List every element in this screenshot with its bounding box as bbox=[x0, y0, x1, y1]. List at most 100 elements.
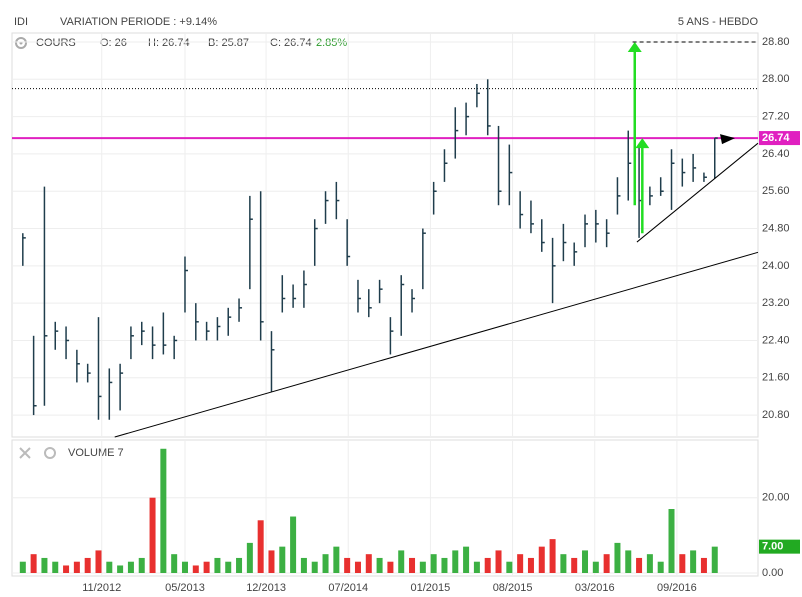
volume-bar bbox=[506, 561, 513, 573]
volume-bar bbox=[354, 561, 361, 573]
x-tick-label: 12/2013 bbox=[246, 582, 286, 594]
volume-bar bbox=[149, 497, 156, 573]
volume-bar bbox=[257, 520, 264, 573]
volume-bar bbox=[527, 557, 534, 573]
volume-bar bbox=[452, 550, 459, 573]
y-tick-label: 24.80 bbox=[762, 222, 790, 234]
y-tick-label: 24.00 bbox=[762, 260, 790, 272]
change-info: 2.85% bbox=[316, 37, 347, 49]
volume-bar bbox=[290, 516, 297, 573]
trendline bbox=[636, 142, 759, 243]
volume-bar bbox=[63, 565, 70, 573]
volume-bar bbox=[203, 561, 210, 573]
y2-tick-label: 20.00 bbox=[762, 492, 790, 504]
settings-icon[interactable] bbox=[15, 37, 27, 49]
volume-bar bbox=[409, 557, 416, 573]
y-tick-label: 22.40 bbox=[762, 334, 790, 346]
volume-bar bbox=[106, 561, 113, 573]
volume-bar bbox=[463, 546, 470, 573]
volume-bar bbox=[52, 561, 59, 573]
x-tick-label: 07/2014 bbox=[328, 582, 368, 594]
volume-bar bbox=[95, 550, 102, 573]
y-tick-label: 28.00 bbox=[762, 73, 790, 85]
volume-bar bbox=[192, 565, 199, 573]
high-info: H: 26.74 bbox=[148, 37, 190, 49]
volume-bar bbox=[625, 550, 632, 573]
volume-bar bbox=[398, 550, 405, 573]
volume-bar bbox=[376, 557, 383, 573]
volume-bar bbox=[668, 509, 675, 573]
trendline bbox=[114, 251, 759, 438]
volume-bar bbox=[181, 561, 188, 573]
volume-bar bbox=[582, 550, 589, 573]
volume-bar bbox=[538, 546, 545, 573]
price-tag bbox=[759, 131, 800, 146]
y-tick-label: 26.40 bbox=[762, 148, 790, 160]
period: 5 ANS - HEBDO bbox=[678, 16, 759, 28]
y-tick-label: 25.60 bbox=[762, 185, 790, 197]
volume-bar bbox=[236, 557, 243, 573]
volume-bar bbox=[441, 557, 448, 573]
volume-panel bbox=[11, 439, 759, 577]
y-tick-label: 21.60 bbox=[762, 372, 790, 384]
volume-bar bbox=[84, 557, 91, 573]
volume-bar bbox=[365, 554, 372, 573]
y-tick-label: 28.80 bbox=[762, 36, 790, 48]
x-tick-label: 09/2016 bbox=[657, 582, 697, 594]
volume-bar bbox=[160, 448, 167, 573]
y-tick-label: 27.20 bbox=[762, 111, 790, 123]
x-tick-label: 11/2012 bbox=[82, 582, 121, 594]
resistance-arrow bbox=[720, 134, 735, 145]
volume-bar bbox=[646, 554, 653, 573]
volume-bar bbox=[311, 561, 318, 573]
volume-tag bbox=[759, 539, 800, 554]
x-tick-label: 01/2015 bbox=[411, 582, 451, 594]
volume-bar bbox=[657, 561, 664, 573]
volume-bar bbox=[603, 554, 610, 573]
volume-bar bbox=[138, 557, 145, 573]
volume-bar bbox=[517, 554, 524, 573]
price-label: COURS bbox=[36, 37, 76, 49]
close-info: C: 26.74 bbox=[270, 37, 312, 49]
volume-bar bbox=[636, 557, 643, 573]
y2-tick-label: 0.00 bbox=[762, 567, 783, 579]
volume-bar bbox=[387, 561, 394, 573]
arrow-head bbox=[635, 138, 650, 149]
arrow-head bbox=[627, 41, 642, 52]
volume-bar bbox=[246, 542, 253, 573]
volume-bar bbox=[560, 554, 567, 573]
volume-bar bbox=[127, 561, 134, 573]
variation: VARIATION PERIODE : +9.14% bbox=[60, 16, 217, 28]
volume-bar bbox=[430, 554, 437, 573]
volume-bar bbox=[690, 550, 697, 573]
volume-bar bbox=[711, 546, 718, 573]
volume-label: VOLUME 7 bbox=[68, 447, 124, 459]
volume-bar bbox=[300, 557, 307, 573]
volume-bar bbox=[214, 557, 221, 573]
x-tick-label: 08/2015 bbox=[493, 582, 533, 594]
volume-bar bbox=[495, 550, 502, 573]
volume-bar bbox=[549, 539, 556, 573]
volume-bar bbox=[41, 557, 48, 573]
volume-bar bbox=[571, 557, 578, 573]
volume-bar bbox=[279, 546, 286, 573]
volume-bar bbox=[333, 546, 340, 573]
volume-bar bbox=[268, 550, 275, 573]
volume-bar bbox=[225, 561, 232, 573]
volume-bar bbox=[592, 561, 599, 573]
volume-bar bbox=[614, 542, 621, 573]
volume-bar bbox=[19, 561, 26, 573]
volume-bar bbox=[73, 561, 80, 573]
volume-bar bbox=[700, 557, 707, 573]
y-tick-label: 20.80 bbox=[762, 409, 790, 421]
y-tick-label: 23.20 bbox=[762, 297, 790, 309]
symbol: IDI bbox=[14, 16, 28, 28]
volume-bar bbox=[322, 554, 329, 573]
low-info: B: 25.87 bbox=[208, 37, 249, 49]
volume-icons[interactable] bbox=[19, 447, 56, 459]
volume-bar bbox=[344, 557, 351, 573]
price-tag-label: 26.74 bbox=[762, 132, 790, 144]
open-info: O: 26 bbox=[100, 37, 127, 49]
volume-bar bbox=[30, 554, 37, 573]
